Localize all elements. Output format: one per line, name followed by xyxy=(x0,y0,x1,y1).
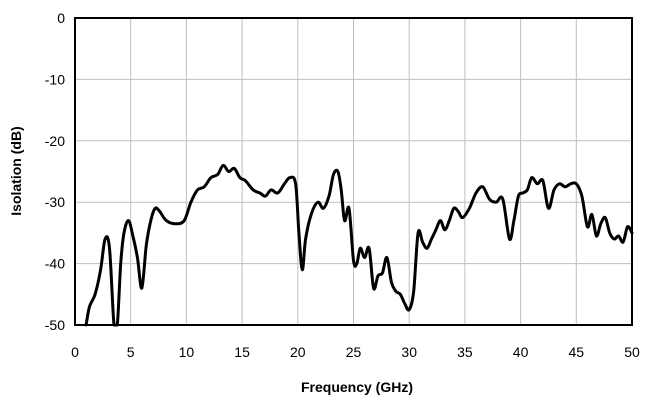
x-axis-title: Frequency (GHz) xyxy=(301,379,413,395)
x-tick-label: 40 xyxy=(513,344,529,360)
x-tick-label: 0 xyxy=(71,344,79,360)
y-axis-title: Isolation (dB) xyxy=(8,126,24,215)
x-tick-label: 5 xyxy=(127,344,135,360)
x-tick-label: 35 xyxy=(457,344,473,360)
x-tick-label: 30 xyxy=(401,344,417,360)
x-tick-label: 10 xyxy=(179,344,195,360)
x-tick-label: 15 xyxy=(234,344,250,360)
grid xyxy=(74,17,633,326)
x-tick-label: 20 xyxy=(290,344,306,360)
x-tick-label: 45 xyxy=(569,344,585,360)
plot-frame xyxy=(74,17,633,326)
y-tick-label: -40 xyxy=(45,256,65,272)
y-tick-label: -30 xyxy=(45,194,65,210)
y-tick-label: -10 xyxy=(45,71,65,87)
isolation-series-line xyxy=(84,163,634,327)
y-tick-label: 0 xyxy=(57,10,65,26)
x-tick-label: 50 xyxy=(624,344,640,360)
x-axis-ticks: 0 5 10 15 20 25 30 35 40 45 50 xyxy=(71,344,640,360)
y-tick-label: -50 xyxy=(45,317,65,333)
y-tick-label: -20 xyxy=(45,133,65,149)
y-axis-ticks: 0 -10 -20 -30 -40 -50 xyxy=(45,10,65,333)
x-tick-label: 25 xyxy=(346,344,362,360)
